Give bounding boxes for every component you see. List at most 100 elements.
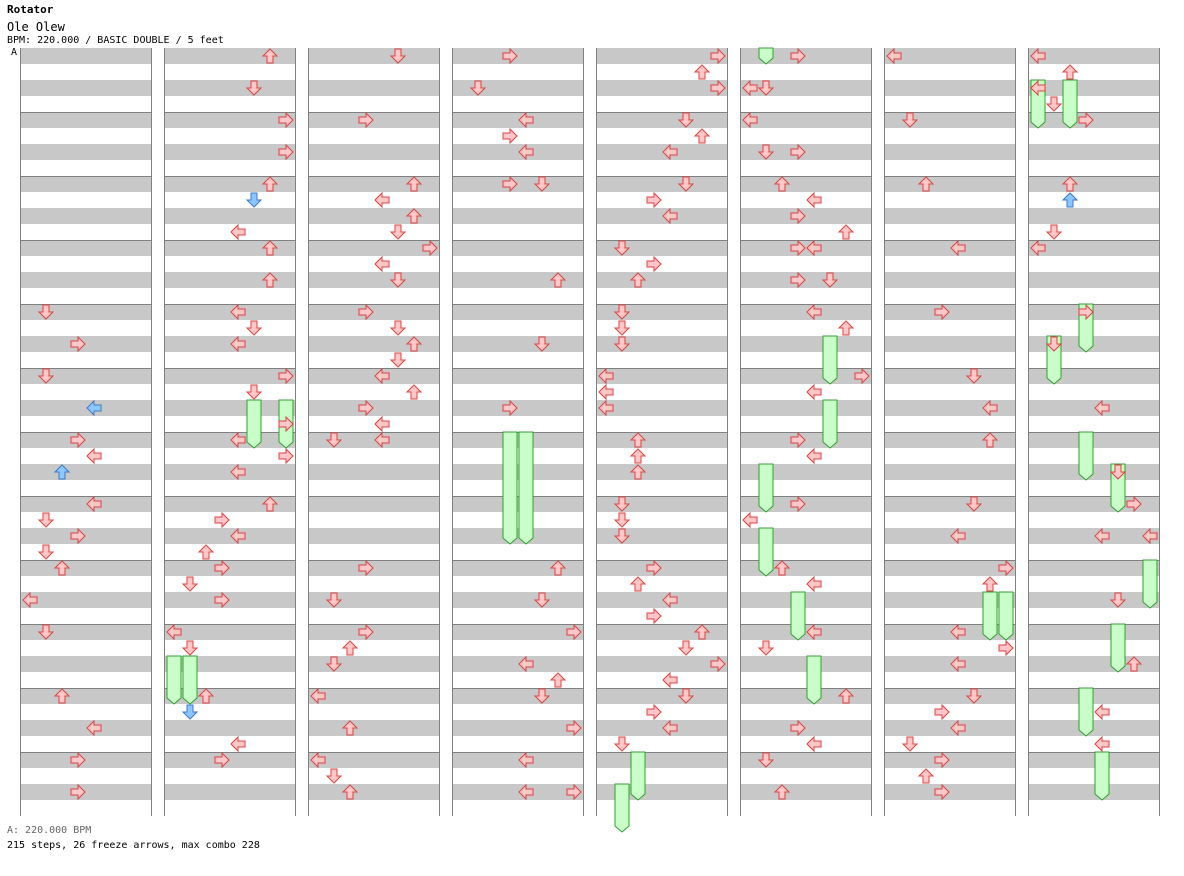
measure-line: [597, 560, 727, 561]
right-arrow-icon: [502, 399, 518, 417]
freeze-arrow-body: [998, 591, 1014, 641]
down-arrow-icon: [677, 176, 695, 192]
measure-line: [309, 432, 439, 433]
measure-line: [165, 624, 295, 625]
right-arrow-icon: [934, 751, 950, 769]
freeze-arrow: [1078, 687, 1094, 737]
down-arrow-icon: [37, 512, 55, 528]
left-arrow-icon: [1142, 527, 1158, 545]
freeze-arrow: [182, 655, 198, 705]
freeze-arrow-body: [246, 399, 262, 449]
right-arrow-icon: [278, 415, 294, 433]
chart-column-5: [596, 48, 728, 816]
left-arrow-icon: [1030, 239, 1046, 257]
up-arrow-icon: [53, 688, 71, 704]
left-arrow-icon: [1030, 47, 1046, 65]
freeze-arrow: [518, 431, 534, 545]
left-arrow-icon: [806, 447, 822, 465]
down-arrow-icon: [677, 688, 695, 704]
left-arrow-icon: [1094, 735, 1110, 753]
freeze-arrow: [502, 431, 518, 545]
chart-column-7: [884, 48, 1016, 816]
chart-info: BPM: 220.000 / BASIC DOUBLE / 5 feet: [7, 35, 224, 46]
measure-line: [1029, 624, 1159, 625]
freeze-arrow: [758, 463, 774, 513]
right-arrow-icon: [646, 191, 662, 209]
measure-line: [165, 688, 295, 689]
measure-line: [21, 624, 151, 625]
right-arrow-icon: [1078, 111, 1094, 129]
down-arrow-icon: [389, 48, 407, 64]
right-arrow-icon: [358, 559, 374, 577]
measure-line: [1029, 240, 1159, 241]
up-arrow-icon: [405, 384, 423, 400]
measure-line: [597, 432, 727, 433]
left-arrow-icon: [950, 719, 966, 737]
up-arrow-icon: [53, 560, 71, 576]
down-arrow-icon: [757, 752, 775, 768]
left-arrow-icon: [1094, 399, 1110, 417]
down-arrow-icon: [613, 496, 631, 512]
down-arrow-icon: [613, 512, 631, 528]
right-arrow-icon: [710, 655, 726, 673]
measure-line: [21, 496, 151, 497]
freeze-arrow-body: [614, 783, 630, 833]
measure-line: [885, 176, 1015, 177]
left-arrow-icon: [22, 591, 38, 609]
freeze-arrow: [982, 591, 998, 641]
left-arrow-icon: [598, 383, 614, 401]
freeze-arrow: [790, 591, 806, 641]
up-arrow-icon: [917, 768, 935, 784]
measure-line: [21, 560, 151, 561]
freeze-arrow-body: [758, 463, 774, 513]
up-arrow-icon: [405, 176, 423, 192]
down-arrow-icon: [613, 336, 631, 352]
down-arrow-icon: [533, 176, 551, 192]
measure-line: [597, 624, 727, 625]
down-arrow-icon: [1045, 336, 1063, 352]
down-arrow-icon: [469, 80, 487, 96]
up-arrow-icon: [1061, 64, 1079, 80]
up-arrow-icon: [405, 336, 423, 352]
measure-line: [741, 688, 871, 689]
measure-line: [597, 688, 727, 689]
bpm-legend: A: 220.000 BPM: [7, 825, 92, 836]
blue-down-arrow-icon: [245, 192, 263, 208]
left-arrow-icon: [230, 303, 246, 321]
left-arrow-icon: [886, 47, 902, 65]
right-arrow-icon: [998, 559, 1014, 577]
freeze-arrow: [1062, 79, 1078, 129]
right-arrow-icon: [278, 111, 294, 129]
freeze-arrow-body: [518, 431, 534, 545]
down-arrow-icon: [901, 112, 919, 128]
left-arrow-icon: [374, 415, 390, 433]
down-arrow-icon: [245, 384, 263, 400]
right-arrow-icon: [70, 527, 86, 545]
measure-line: [741, 624, 871, 625]
measure-line: [741, 240, 871, 241]
up-arrow-icon: [837, 688, 855, 704]
down-arrow-icon: [389, 320, 407, 336]
measure-line: [21, 432, 151, 433]
measure-line: [1029, 304, 1159, 305]
measure-line: [885, 624, 1015, 625]
left-arrow-icon: [806, 383, 822, 401]
up-arrow-icon: [261, 496, 279, 512]
measure-line: [165, 176, 295, 177]
right-arrow-icon: [278, 447, 294, 465]
up-arrow-icon: [629, 432, 647, 448]
left-arrow-icon: [230, 463, 246, 481]
measure-line: [885, 432, 1015, 433]
measure-line: [741, 368, 871, 369]
right-arrow-icon: [790, 207, 806, 225]
down-arrow-icon: [389, 272, 407, 288]
freeze-arrow-body: [1142, 559, 1158, 609]
left-arrow-icon: [230, 431, 246, 449]
measure-line: [21, 112, 151, 113]
up-arrow-icon: [1125, 656, 1143, 672]
measure-line: [453, 112, 583, 113]
right-arrow-icon: [934, 783, 950, 801]
left-arrow-icon: [310, 751, 326, 769]
right-arrow-icon: [790, 271, 806, 289]
freeze-arrow-body: [1078, 687, 1094, 737]
